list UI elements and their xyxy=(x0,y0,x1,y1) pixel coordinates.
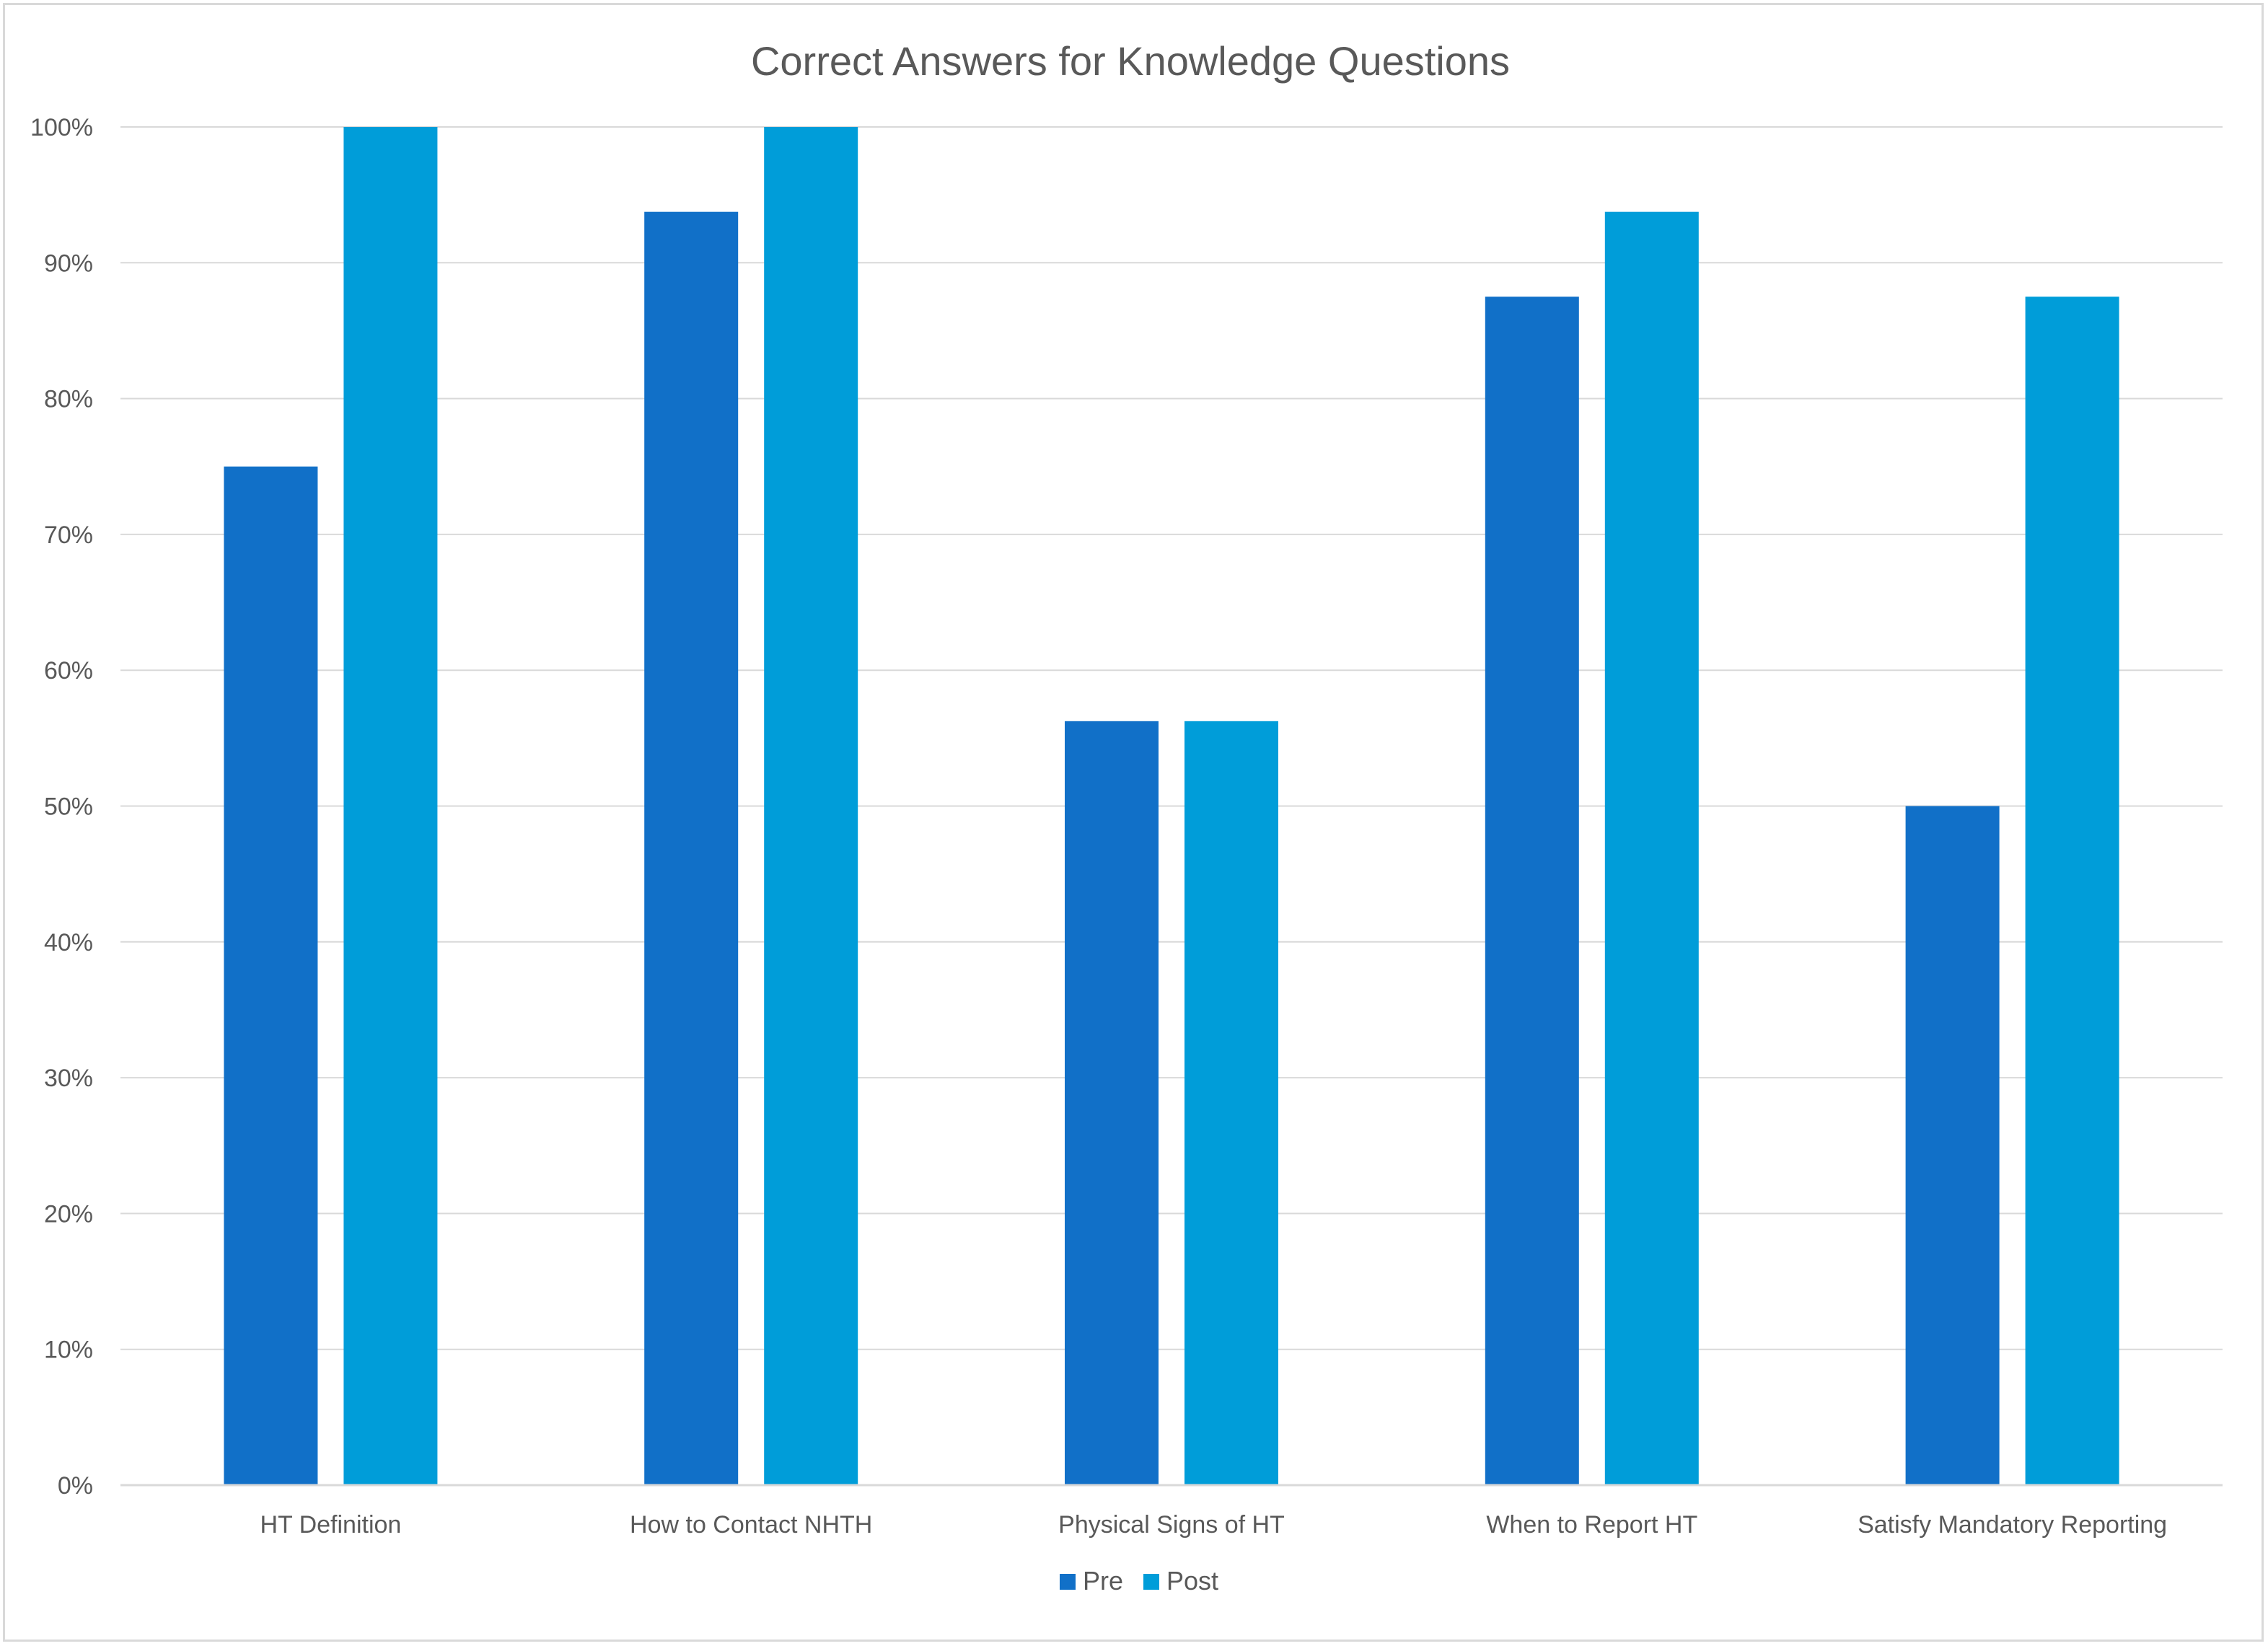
bar-pre-4 xyxy=(1905,806,2000,1485)
y-tick-label: 80% xyxy=(44,386,93,413)
x-tick-label: How to Contact NHTH xyxy=(630,1511,872,1539)
chart-frame: Correct Answers for Knowledge Questions … xyxy=(3,3,2264,1642)
y-tick-label: 90% xyxy=(44,250,93,277)
y-tick-label: 70% xyxy=(44,521,93,549)
x-axis-tick-labels: HT Definition How to Contact NHTH Physical… xyxy=(260,1511,2167,1539)
bar-post-1 xyxy=(764,127,858,1485)
gridlines xyxy=(120,126,2223,1350)
legend-swatch-post xyxy=(1143,1574,1159,1590)
y-tick-label: 60% xyxy=(44,657,93,685)
bar-post-0 xyxy=(343,127,438,1485)
x-tick-label: Physical Signs of HT xyxy=(1058,1511,1285,1539)
chart-title: Correct Answers for Knowledge Questions xyxy=(751,38,1510,84)
y-axis-tick-labels: 0% 10% 20% 30% 40% 50% 60% 70% 80% 90% 100% xyxy=(30,114,93,1500)
y-tick-label: 30% xyxy=(44,1065,93,1092)
y-tick-label: 100% xyxy=(30,114,93,141)
bars xyxy=(224,127,2119,1485)
legend: Pre Post xyxy=(1060,1566,1218,1596)
y-tick-label: 10% xyxy=(44,1337,93,1364)
bar-pre-1 xyxy=(644,211,739,1485)
legend-swatch-pre xyxy=(1060,1574,1076,1590)
bar-chart: Correct Answers for Knowledge Questions … xyxy=(30,38,2223,1596)
bar-pre-3 xyxy=(1485,296,1579,1485)
bar-pre-0 xyxy=(224,466,318,1485)
bar-post-4 xyxy=(2025,296,2119,1485)
y-tick-label: 0% xyxy=(58,1472,93,1500)
legend-label-pre: Pre xyxy=(1083,1566,1123,1596)
bar-pre-2 xyxy=(1065,721,1159,1485)
x-tick-label: When to Report HT xyxy=(1486,1511,1697,1539)
y-tick-label: 50% xyxy=(44,793,93,821)
x-tick-label: Satisfy Mandatory Reporting xyxy=(1858,1511,2167,1539)
y-tick-label: 20% xyxy=(44,1200,93,1228)
y-tick-label: 40% xyxy=(44,929,93,956)
legend-label-post: Post xyxy=(1166,1566,1218,1596)
x-tick-label: HT Definition xyxy=(260,1511,401,1539)
bar-post-3 xyxy=(1604,211,1699,1485)
bar-post-2 xyxy=(1184,721,1278,1485)
